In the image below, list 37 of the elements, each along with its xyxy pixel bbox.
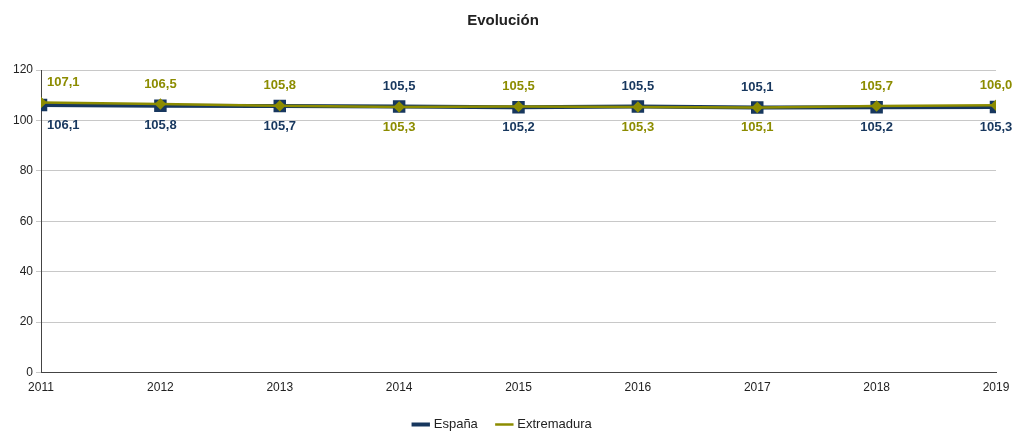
data-label: 107,1	[47, 74, 80, 90]
data-label: 105,8	[144, 117, 177, 133]
data-label: 105,5	[621, 78, 655, 94]
data-label: 105,3	[382, 118, 416, 134]
x-tick-label: 2012	[147, 380, 175, 395]
chart-title: Evolución	[467, 11, 539, 29]
x-tick-label: 2015	[505, 380, 533, 395]
x-tick-label: 2019	[982, 380, 1010, 395]
data-label: 105,2	[502, 118, 535, 134]
x-tick-label: 2016	[624, 380, 652, 395]
legend-label: España	[433, 416, 479, 432]
x-tick-label: 2014	[385, 380, 413, 395]
data-label: 105,2	[860, 118, 893, 134]
y-tick-label: 100	[12, 112, 34, 127]
data-label: 105,5	[382, 78, 416, 94]
data-label: 105,1	[740, 79, 774, 95]
x-tick-label: 2017	[743, 380, 771, 395]
y-tick-label: 120	[12, 62, 34, 77]
data-label: 105,8	[263, 77, 297, 93]
data-label: 105,5	[502, 78, 535, 94]
data-label: 105,3	[621, 118, 655, 134]
y-tick-label: 80	[19, 163, 34, 178]
y-tick-label: 0	[26, 364, 34, 379]
x-tick-label: 2011	[28, 380, 55, 395]
data-label: 105,7	[263, 117, 297, 133]
data-label: 105,7	[860, 77, 893, 93]
data-label: 106,1	[47, 116, 80, 132]
legend-label: Extremadura	[517, 416, 593, 432]
data-label: 105,1	[740, 119, 774, 135]
y-tick-label: 60	[19, 213, 34, 228]
data-label: 105,3	[979, 118, 1013, 134]
data-label: 106,0	[979, 76, 1013, 92]
x-tick-label: 2013	[266, 380, 294, 395]
x-tick-label: 2018	[863, 380, 891, 395]
y-tick-label: 20	[19, 314, 34, 329]
data-label: 106,5	[144, 75, 177, 91]
y-tick-label: 40	[19, 264, 34, 279]
